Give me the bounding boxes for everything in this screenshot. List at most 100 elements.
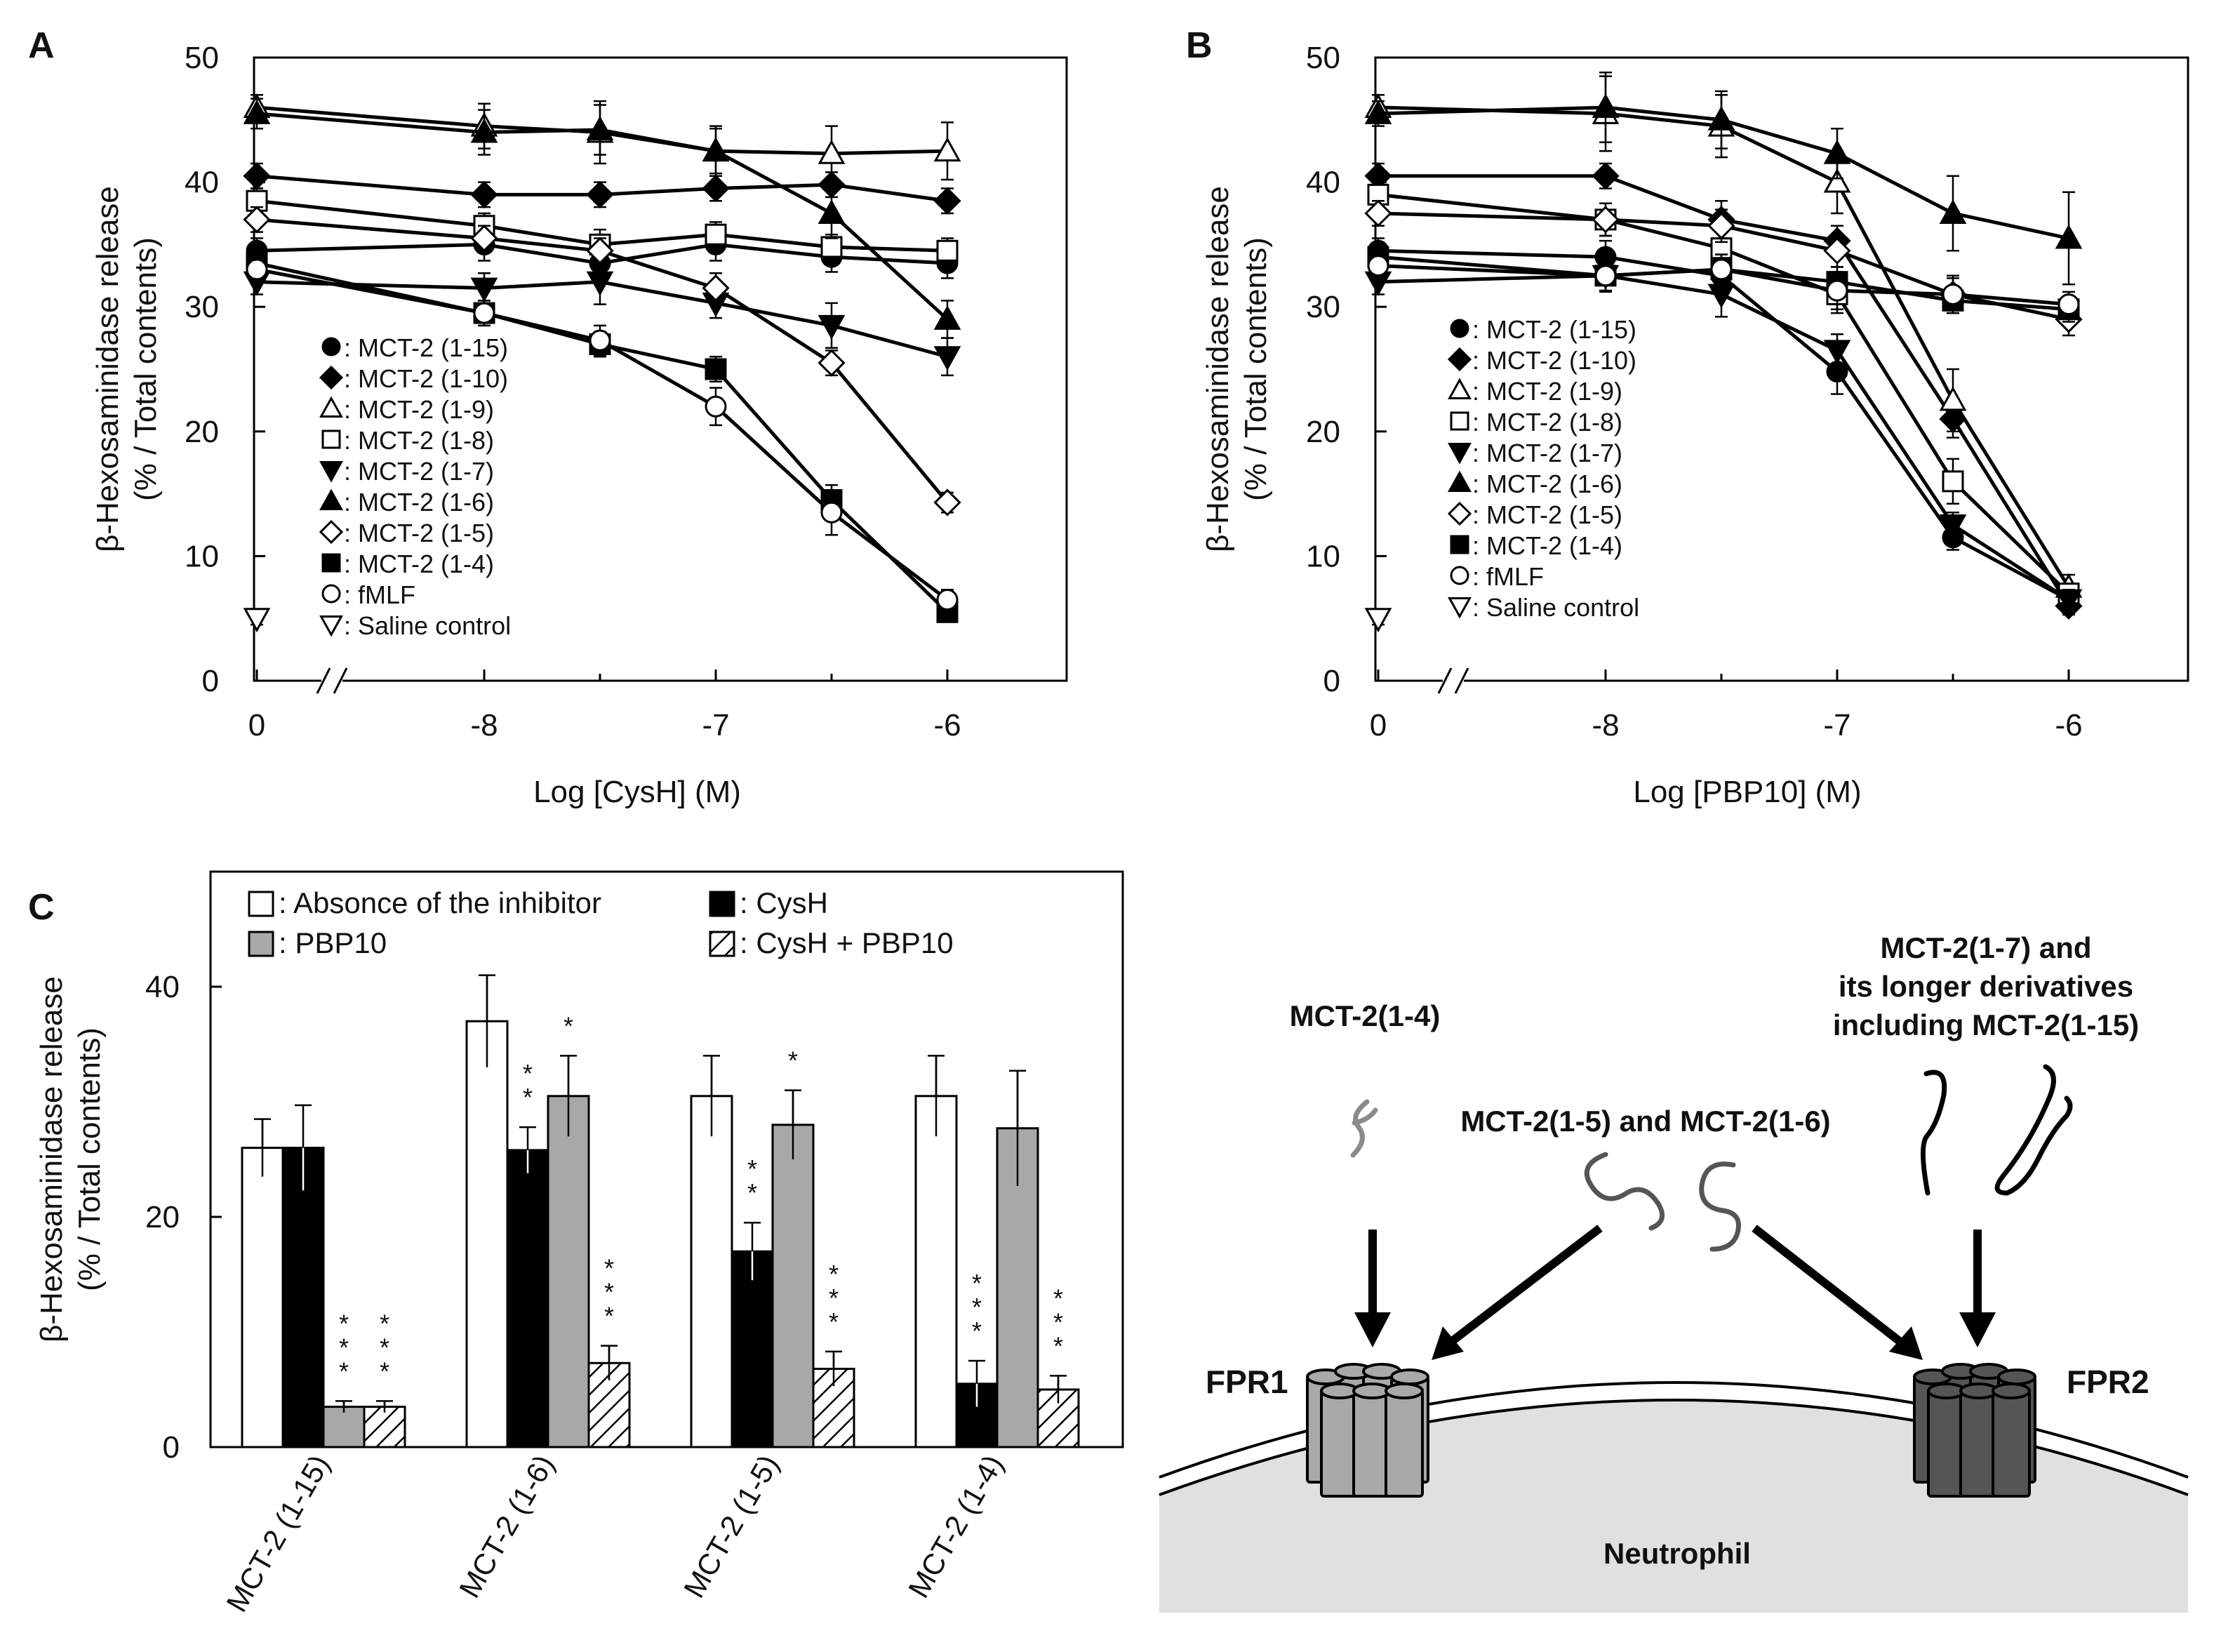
data-point xyxy=(702,274,730,302)
panel-letter-b: B xyxy=(1186,25,1213,66)
plot-frame xyxy=(1374,56,2189,682)
arrows xyxy=(1354,1225,1996,1360)
axis-break-mark xyxy=(316,667,331,694)
y-tick-label: 30 xyxy=(185,290,219,324)
arrow-mct-2-1-5-to-fpr1 xyxy=(1448,1225,1603,1345)
arrow-head-icon xyxy=(1354,1312,1391,1347)
legend-item-mct-2-1-10: : MCT-2 (1-10) xyxy=(319,364,508,393)
y-axis: 0 20 40 xyxy=(145,970,222,1465)
bar-cysh xyxy=(731,1250,774,1448)
data-point xyxy=(933,488,961,517)
significance-star: * xyxy=(972,1317,982,1345)
x-tick-label: 0 xyxy=(248,708,265,742)
legend-label: : fMLF xyxy=(1472,562,1544,591)
data-point xyxy=(1823,237,1851,265)
significance-star: * xyxy=(788,1046,798,1075)
data-point xyxy=(1823,168,1851,193)
panel-letter-c: C xyxy=(28,887,55,928)
data-point xyxy=(1707,212,1735,240)
series-group xyxy=(1364,72,2083,633)
y-axis-label-line2: (% / Total contents) xyxy=(128,237,163,501)
data-point xyxy=(933,187,961,215)
legend-marker xyxy=(321,429,341,449)
series-mct-2-1-7 xyxy=(243,258,961,377)
panel-letter-a: A xyxy=(28,25,55,66)
arrow-mct-2-1-6-to-fpr2 xyxy=(1752,1225,1903,1345)
data-point xyxy=(1594,265,1617,287)
peptide-mct-2-1-15-icon xyxy=(1994,1064,2073,1196)
data-point xyxy=(246,258,268,281)
data-point xyxy=(586,180,614,208)
data-point xyxy=(1826,279,1848,302)
legend: : MCT-2 (1-15): MCT-2 (1-10): MCT-2 (1-9… xyxy=(319,333,511,640)
y-tick-label: 0 xyxy=(202,664,219,698)
legend-item-saline-control: : Saline control xyxy=(1448,593,1639,622)
data-point xyxy=(2057,293,2080,316)
y-axis-label-line1: β-Hexosaminidase release xyxy=(1201,186,1235,552)
legend-label: : MCT-2 (1-10) xyxy=(344,364,508,393)
y-axis: 0 10 20 30 40 50 xyxy=(1306,41,1387,698)
legend-marker xyxy=(319,396,343,418)
y-axis-label-line2: (% / Total contents) xyxy=(72,1027,107,1291)
legend-item-pbp10: : PBP10 xyxy=(248,926,387,959)
data-point xyxy=(705,395,727,418)
significance-star: * xyxy=(747,1154,757,1183)
x-axis: 0 -8 -7 -6 xyxy=(1370,667,2083,742)
significance-star: * xyxy=(1053,1284,1063,1312)
series-mct-2-1-5 xyxy=(243,206,961,517)
y-tick-label: 20 xyxy=(145,1200,180,1234)
data-point xyxy=(1707,284,1735,309)
legend-label: : MCT-2 (1-6) xyxy=(344,488,494,517)
series-line xyxy=(256,280,948,359)
legend-item-absonce-of-the-inhibitor: : Absonce of the inhibitor xyxy=(248,886,601,919)
legend-item-mct-2-1-5: : MCT-2 (1-5) xyxy=(1447,500,1622,529)
data-point xyxy=(243,206,271,234)
x-tick-label: -8 xyxy=(470,708,498,742)
series-line xyxy=(256,218,949,504)
legend-label: : MCT-2 (1-5) xyxy=(1472,500,1622,529)
y-axis-label-line1: β-Hexosaminidase release xyxy=(91,186,125,552)
series-saline-control xyxy=(1364,608,1392,633)
schematic-diagram: Neutrophil MCT-2(1-4) MCT-2(1-5) and MCT… xyxy=(1154,872,2193,1613)
data-point xyxy=(1939,386,1967,411)
axis-break-mark xyxy=(1454,667,1469,694)
data-point xyxy=(470,224,498,253)
legend-item-mct-2-1-4: : MCT-2 (1-4) xyxy=(321,549,494,578)
fpr2-label: FPR2 xyxy=(2067,1364,2149,1400)
axis-break-mark xyxy=(1437,667,1453,694)
data-point xyxy=(470,277,498,302)
significance-star: * xyxy=(1053,1307,1063,1336)
data-point xyxy=(1942,283,1964,305)
x-axis: MCT-2 (1-15) MCT-2 (1-6) MCT-2 (1-5) MCT-2 … xyxy=(220,1449,1010,1618)
plot-frame xyxy=(253,56,1068,682)
series-line xyxy=(256,112,949,321)
significance-star: * xyxy=(829,1307,839,1336)
significance-star: * xyxy=(380,1309,389,1338)
bar-group-mct-2-1-15: ****** xyxy=(241,1104,406,1448)
data-point xyxy=(705,223,727,246)
significance-star: * xyxy=(339,1309,349,1338)
x-tick-label: -6 xyxy=(2055,708,2082,742)
y-axis: 0 10 20 30 40 50 xyxy=(185,41,265,698)
legend-item-mct-2-1-4: : MCT-2 (1-4) xyxy=(1450,531,1622,560)
data-point xyxy=(1939,199,1967,224)
series-line xyxy=(1378,274,2070,601)
x-axis-label: Log [PBP10] (M) xyxy=(1633,775,1861,809)
bar-group-mct-2-1-4: ****** xyxy=(914,1055,1080,1448)
chart-panel-b: 0 10 20 30 40 50 0 -8 -7 -6 Log [PBP10] (M) β-He… xyxy=(1201,41,2189,809)
data-point xyxy=(933,346,961,371)
series-line xyxy=(1378,105,2071,589)
legend-item-mct-2-1-6: : MCT-2 (1-6) xyxy=(319,488,494,517)
x-tick-label: -6 xyxy=(933,708,961,742)
legend-swatch xyxy=(248,891,274,917)
bar-absonce-of-the-inhibitor xyxy=(914,1095,958,1448)
bar-absonce-of-the-inhibitor xyxy=(690,1095,733,1448)
axis-break-gap xyxy=(321,678,342,685)
x-axis-label: Log [CysH] (M) xyxy=(533,775,741,809)
legend-marker xyxy=(1448,378,1472,400)
legend-label: : MCT-2 (1-7) xyxy=(344,457,494,486)
data-point xyxy=(936,589,959,611)
legend-label: : MCT-2 (1-15) xyxy=(1472,315,1636,344)
legend-item-fmlf: : fMLF xyxy=(321,580,415,609)
significance-star: * xyxy=(604,1254,614,1283)
